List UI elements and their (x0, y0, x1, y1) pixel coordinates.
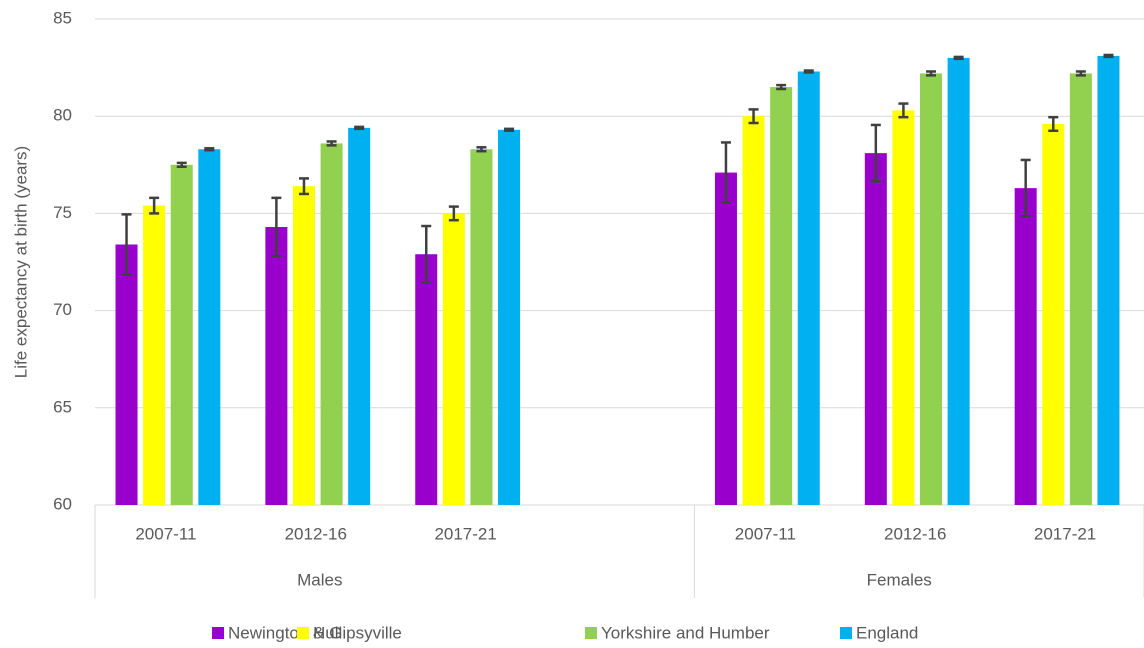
error-bar (149, 196, 160, 215)
legend-label: Newington & Gipsyville (228, 623, 402, 642)
bar (143, 205, 166, 505)
error-bar (953, 55, 964, 61)
x-tick-label: 2012-16 (884, 524, 946, 543)
y-tick-label: 80 (53, 106, 72, 125)
y-tick-label: 75 (53, 203, 72, 222)
bar (198, 149, 221, 506)
error-bar (204, 147, 215, 152)
bar (470, 149, 493, 506)
error-bar (898, 102, 909, 119)
bar (947, 57, 970, 505)
bar (1042, 123, 1065, 505)
error-bar (354, 125, 365, 131)
bar (348, 127, 371, 505)
bar (115, 244, 138, 505)
bar (920, 73, 943, 505)
bar (442, 213, 465, 505)
y-tick-label: 70 (53, 300, 72, 319)
bar (170, 164, 193, 506)
error-bar (504, 127, 515, 133)
bar (1014, 188, 1037, 506)
bar (292, 186, 315, 505)
bar (265, 227, 288, 505)
error-bar (326, 140, 337, 147)
bar (714, 172, 737, 506)
bar (320, 143, 343, 505)
error-bar (776, 83, 787, 91)
error-bar (1103, 53, 1114, 59)
bar (415, 254, 438, 505)
bar (864, 153, 887, 506)
error-bar (748, 108, 759, 125)
error-bar (476, 146, 487, 153)
y-tick-label: 65 (53, 397, 72, 416)
x-tick-label: 2017-21 (434, 524, 496, 543)
x-tick-label: 2017-21 (1034, 524, 1096, 543)
y-axis-label: Life expectancy at birth (years) (11, 146, 30, 378)
bar (1069, 73, 1092, 505)
group-label: Females (867, 570, 932, 589)
y-tick-label: 85 (53, 8, 72, 27)
legend-swatch (297, 627, 309, 639)
bar (1097, 55, 1120, 505)
error-bar (1075, 70, 1086, 77)
bar (742, 116, 765, 505)
error-bar (1048, 115, 1059, 133)
error-bar (176, 161, 187, 168)
error-bar (421, 224, 432, 284)
legend-label: Hull (313, 623, 342, 642)
x-tick-label: 2007-11 (735, 524, 796, 543)
bar (498, 129, 521, 506)
bar (797, 71, 820, 505)
bar (770, 87, 793, 505)
error-bar (1020, 158, 1031, 218)
error-bar (298, 177, 309, 196)
legend-label: England (856, 623, 918, 642)
error-bar (720, 141, 731, 204)
group-label: Males (297, 570, 342, 589)
error-bar (870, 123, 881, 183)
legend-swatch (840, 627, 852, 639)
x-tick-label: 2007-11 (135, 524, 196, 543)
legend-swatch (585, 627, 597, 639)
error-bar (926, 70, 937, 77)
legend-swatch (212, 627, 224, 639)
error-bar (448, 205, 459, 222)
legend-label: Yorkshire and Humber (601, 623, 770, 642)
bar (892, 110, 915, 506)
x-tick-label: 2012-16 (285, 524, 347, 543)
error-bar (271, 196, 282, 258)
y-tick-label: 60 (53, 494, 72, 513)
error-bar (121, 213, 132, 276)
error-bar (803, 69, 814, 74)
